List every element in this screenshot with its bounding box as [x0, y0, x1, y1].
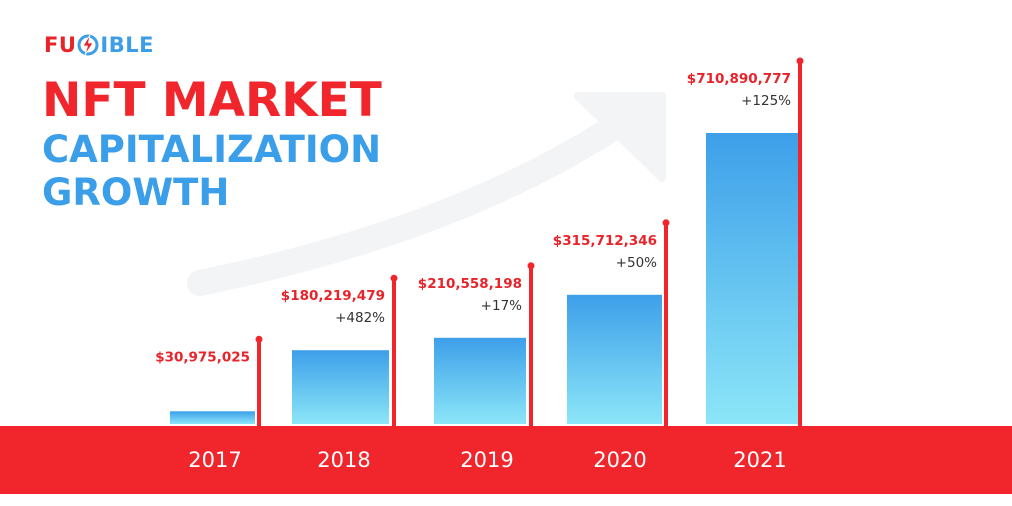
logo-text-left: FU — [44, 32, 77, 57]
year-label-2021: 2021 — [733, 448, 786, 472]
year-label-2019: 2019 — [460, 448, 513, 472]
pole-dot-2017 — [255, 335, 263, 343]
growth-label-2021: +125% — [741, 93, 791, 109]
value-label-2021: $710,890,777 — [687, 71, 791, 87]
pole-dot-2018 — [390, 274, 398, 282]
bar-2020 — [567, 294, 662, 424]
growth-label-2018: +482% — [335, 310, 385, 326]
brand-logo: FU IBLE — [44, 30, 154, 60]
growth-label-2020: +50% — [616, 255, 657, 271]
value-label-2017: $30,975,025 — [155, 349, 250, 365]
pole-dot-2020 — [662, 219, 670, 227]
year-label-2020: 2020 — [593, 448, 646, 472]
pole-dot-2021 — [796, 57, 804, 65]
value-label-2020: $315,712,346 — [553, 233, 657, 249]
title-line-2: CAPITALIZATION — [42, 128, 382, 171]
year-label-2017: 2017 — [188, 448, 241, 472]
growth-arrow-shape — [187, 107, 638, 296]
bar-2018 — [292, 350, 389, 424]
bar-2019 — [434, 337, 526, 424]
title-line-3: GROWTH — [42, 171, 230, 214]
year-label-2018: 2018 — [317, 448, 370, 472]
pole-dot-2019 — [527, 262, 535, 270]
lightning-s-icon — [77, 34, 99, 56]
year-axis-band — [0, 426, 1012, 494]
bar-2021 — [706, 133, 799, 424]
growth-label-2019: +17% — [481, 298, 522, 314]
value-label-2018: $180,219,479 — [281, 288, 385, 304]
logo-text-right: IBLE — [100, 32, 154, 57]
bar-2017 — [170, 411, 255, 424]
title-line-1: NFT MARKET — [42, 73, 382, 128]
value-label-2019: $210,558,198 — [418, 276, 522, 292]
growth-arrow-head — [574, 92, 666, 182]
